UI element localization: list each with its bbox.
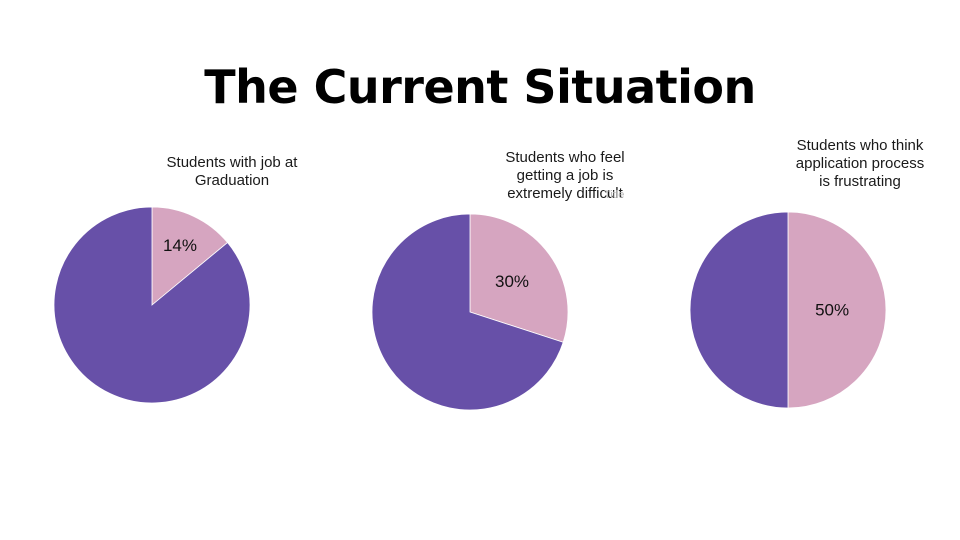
pie-slice xyxy=(53,206,251,404)
pie-slice xyxy=(787,211,887,409)
chart-title-line: extremely difficult xyxy=(507,185,623,202)
pie-chart-job-at-graduation: 14% xyxy=(53,206,251,404)
overlapping-placeholder-text: Title xyxy=(604,189,625,201)
chart-title-job-at-graduation: Students with job at Graduation xyxy=(152,154,312,190)
chart-title-line: Students with job at xyxy=(166,154,298,171)
pie-slice xyxy=(151,206,229,306)
pie-slice-label: 30% xyxy=(495,272,529,291)
chart-title-job-difficult: Students who feel getting a job is extre… xyxy=(480,149,650,203)
chart-title-application-frustrating: Students who think application process i… xyxy=(780,137,940,191)
chart-title-line: Students who feel xyxy=(505,149,625,166)
pie-chart-job-difficult: 30% xyxy=(371,213,569,411)
pie-slice xyxy=(371,213,564,411)
chart-title-line: getting a job is xyxy=(516,167,614,184)
chart-title-line: Graduation xyxy=(194,172,270,189)
chart-title-line: is frustrating xyxy=(819,173,901,190)
chart-title-line: application process xyxy=(795,155,925,172)
pie-slice xyxy=(469,213,569,343)
chart-title-line: Students who think xyxy=(796,137,924,154)
pie-slice xyxy=(689,211,789,409)
pie-chart-application-frustrating: 50% xyxy=(689,211,887,409)
pie-slice-label: 50% xyxy=(815,301,849,320)
pie-slice-label: 14% xyxy=(163,236,197,255)
slide-title: The Current Situation xyxy=(204,60,756,114)
